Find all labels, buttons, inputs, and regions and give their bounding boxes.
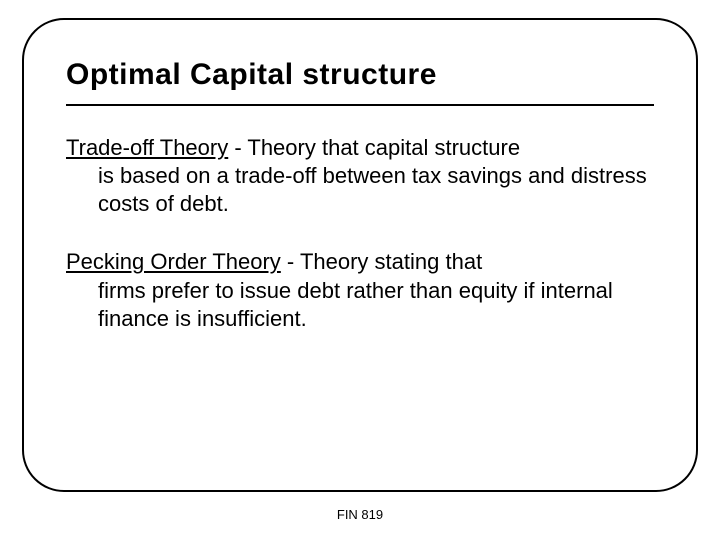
- slide-footer: FIN 819: [0, 507, 720, 522]
- term-tradeoff: Trade-off Theory: [66, 135, 228, 160]
- definition-rest-tradeoff: is based on a trade-off between tax savi…: [66, 162, 654, 218]
- definition-first-tradeoff: - Theory that capital structure: [228, 135, 520, 160]
- definition-rest-pecking: firms prefer to issue debt rather than e…: [66, 277, 654, 333]
- slide-title: Optimal Capital structure: [66, 58, 654, 92]
- definition-first-pecking: - Theory stating that: [281, 249, 482, 274]
- theory-item-pecking: Pecking Order Theory - Theory stating th…: [66, 248, 654, 332]
- theory-item-tradeoff: Trade-off Theory - Theory that capital s…: [66, 134, 654, 218]
- slide-frame: Optimal Capital structure Trade-off Theo…: [22, 18, 698, 492]
- title-underline: [66, 104, 654, 106]
- term-pecking: Pecking Order Theory: [66, 249, 281, 274]
